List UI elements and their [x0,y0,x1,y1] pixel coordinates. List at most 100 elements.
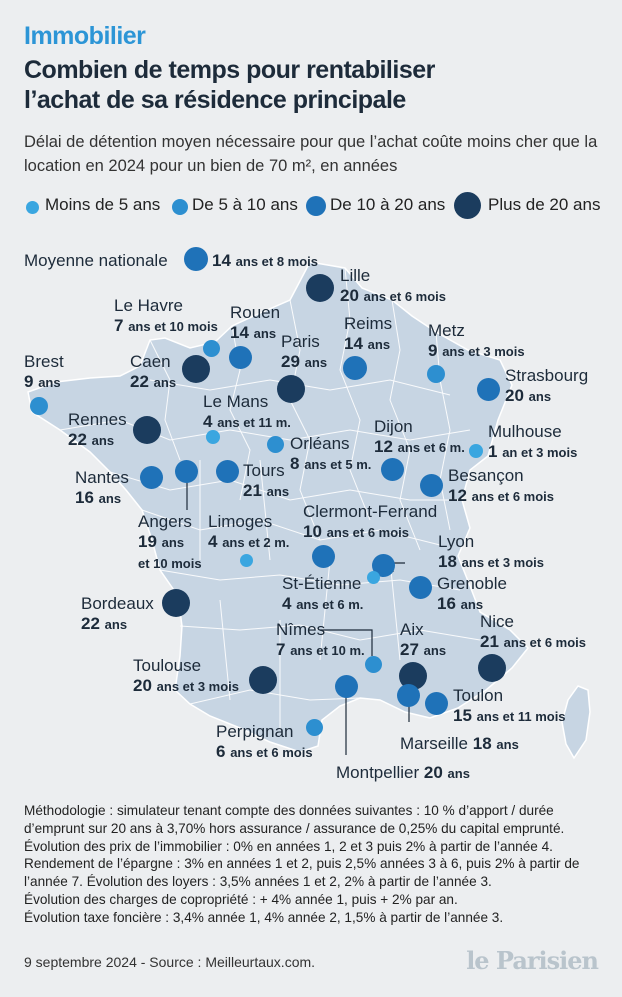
city-name: Perpignan [216,722,294,741]
dot-marseille [397,684,420,707]
city-value: 20 [340,286,359,305]
city-value: 22 [130,372,149,391]
source-line: 9 septembre 2024 - Source : Meilleurtaux… [24,954,316,970]
city-unit: ans [98,491,122,506]
city-name: Le Mans [203,392,269,411]
city-unit: ans et 10 m. [290,643,365,658]
city-name: Le Havre [114,296,183,315]
methodology-line-2: Évolution des prix de l’immobilier : 0% … [24,838,553,854]
dot-orleans [267,436,284,453]
label-orleans: Orléans 8 ans et 5 m. [290,434,371,475]
city-value: 12 [374,437,393,456]
city-name: Metz [428,321,465,340]
city-unit: ans [161,535,185,550]
label-rennes: Rennes 22 ans [68,410,127,451]
dot-brest [30,397,48,415]
city-value: 21 [480,632,499,651]
label-clermont-ferrand: Clermont-Ferrand 10 ans et 6 mois [303,502,437,543]
city-unit: ans [38,375,61,390]
label-brest: Brest 9 ans [24,352,64,393]
city-name: Toulouse [133,656,202,675]
city-unit: ans [460,597,484,612]
label-paris: Paris 29 ans [281,332,327,373]
city-value: 14 [230,323,249,342]
city-name: Orléans [290,434,350,453]
city-unit: an et 3 mois [502,445,578,460]
city-value: 15 [453,706,472,725]
city-name: Nice [480,612,515,631]
city-name: Aix [400,620,424,639]
label-reims: Reims 14 ans [344,314,392,355]
label-montpellier: Montpellier 20 ans [336,763,470,784]
page-title: Combien de temps pour rentabiliser l’ach… [24,55,435,115]
city-unit: ans et 10 mois [128,319,218,334]
city-value: 4 [203,412,213,431]
label-bordeaux: Bordeaux 22 ans [81,594,154,635]
label-angers: Angers 19 ans et 10 mois [138,512,202,574]
city-name: Rouen [230,303,281,322]
city-value: 27 [400,640,419,659]
dot-tours [216,460,239,483]
city-name: Bordeaux [81,594,154,613]
city-name: Montpellier [336,763,420,782]
legend-dot-10to20 [306,196,326,216]
label-rouen: Rouen 14 ans [230,303,280,344]
title-line-1: Combien de temps pour rentabiliser [24,56,435,84]
city-unit: ans [528,389,552,404]
dot-rennes [133,416,161,444]
legend-dot-lt5 [26,201,39,214]
city-name: Mulhouse [488,422,562,441]
city-name: Strasbourg [505,366,589,385]
label-strasbourg: Strasbourg 20 ans [505,366,588,407]
city-unit: ans [91,433,115,448]
label-nimes: Nîmes 7 ans et 10 m. [276,620,365,661]
city-name: Limoges [208,512,273,531]
label-besancon: Besançon 12 ans et 6 mois [448,466,554,507]
dot-strasbourg [477,378,500,401]
city-unit: ans et 6 mois [363,289,447,304]
city-unit: ans et 6 m. [397,440,465,455]
city-value: 16 [437,594,456,613]
label-caen: Caen 22 ans [130,352,176,393]
national-unit: ans et 8 mois [235,254,319,269]
label-lyon: Lyon 18 ans et 3 mois [438,532,544,573]
dot-grenoble [409,576,432,599]
legend-label-lt5: Moins de 5 ans [45,195,161,214]
city-name: Tours [243,461,285,480]
city-name: Marseille [400,734,469,753]
dot-toulon [425,692,448,715]
city-unit: ans [104,617,128,632]
city-unit: ans et 6 mois [326,525,410,540]
city-value: 29 [281,352,300,371]
city-value: 10 [303,522,322,541]
city-value: 21 [243,481,262,500]
city-value: 18 [472,734,492,753]
legend-label-5to10: De 5 à 10 ans [192,195,298,214]
city-unit: ans et 5 m. [304,457,372,472]
kicker: Immobilier [24,22,146,50]
city-name: Besançon [448,466,524,485]
city-unit: ans [304,355,328,370]
france-mainland-shape [27,261,530,753]
city-value: 7 [276,640,286,659]
label-nice: Nice 21 ans et 6 mois [480,612,586,653]
city-unit: ans [496,737,519,752]
city-value: 6 [216,742,226,761]
city-unit-extra: et 10 mois [138,556,202,571]
methodology-line-5: Évolution taxe foncière : 3,4% année 1, … [24,909,504,925]
dot-paris [277,375,305,403]
label-le-havre: Le Havre 7 ans et 10 mois [114,296,218,337]
dot-dijon [381,458,404,481]
dot-montpellier [335,675,358,698]
city-unit: ans et 2 m. [222,535,290,550]
city-value: 18 [438,552,457,571]
label-nantes: Nantes 16 ans [75,468,129,509]
city-unit: ans [447,766,470,781]
dot-le-havre [203,340,220,357]
city-value: 4 [282,594,292,613]
city-value: 22 [81,614,100,633]
label-dijon: Dijon 12 ans et 6 m. [374,417,465,458]
city-value: 16 [75,488,94,507]
methodology-line-4: Évolution des charges de copropriété : +… [24,891,458,907]
dot-lyon [372,554,395,577]
